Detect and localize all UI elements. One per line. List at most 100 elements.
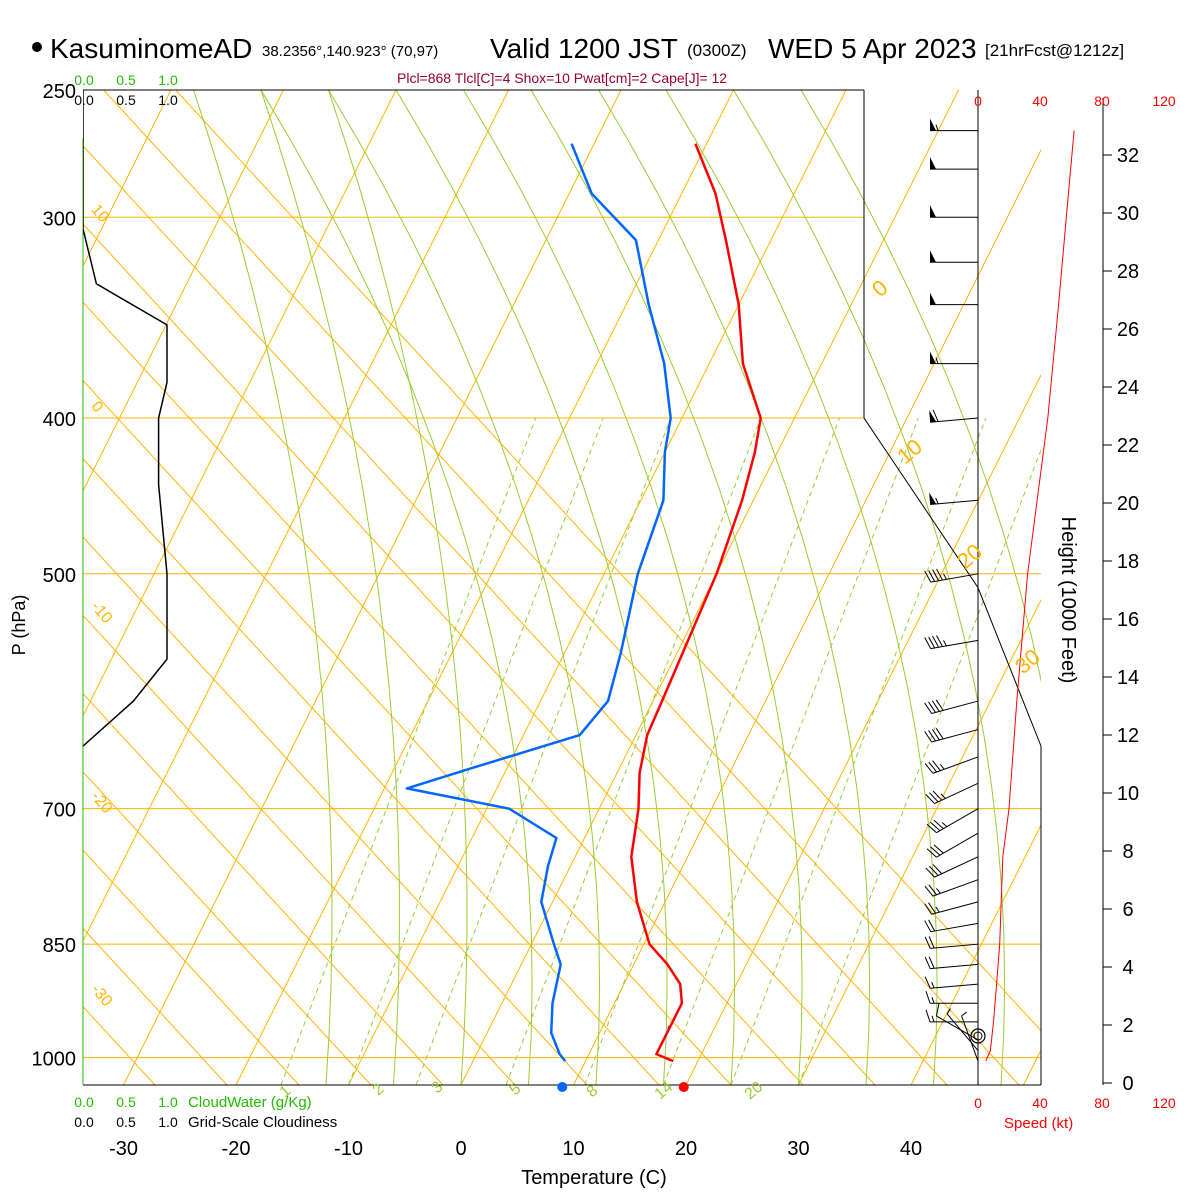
height-tick-label: 22 — [1117, 435, 1139, 457]
pressure-tick-label: 1000 — [32, 1049, 77, 1071]
height-tick-label: 24 — [1117, 377, 1139, 399]
wind-barb-full — [935, 1003, 940, 1017]
wind-barb-half — [931, 997, 935, 1004]
wind-barb — [930, 292, 978, 306]
station-bullet-icon — [32, 42, 42, 52]
isotherm-label: -30 — [87, 981, 115, 1010]
speed-tick-top: 80 — [1094, 93, 1110, 109]
wind-barb-full — [935, 699, 944, 711]
dry-adiabat-line — [83, 692, 444, 1085]
dry-adiabat-line — [83, 1006, 156, 1085]
plot-frame — [82, 89, 1112, 1092]
wind-barb-half — [931, 981, 935, 989]
isotherm-line — [685, 373, 1041, 1085]
isotherm-line — [235, 90, 734, 1085]
cloudiness-tick-bottom: 1.0 — [158, 1114, 178, 1130]
moist-adiabat-line — [328, 90, 468, 1085]
temperature-tick-label: 0 — [455, 1138, 466, 1160]
wind-barb — [924, 699, 979, 714]
cloudiness-label: Grid-Scale Cloudiness — [188, 1114, 337, 1131]
valid-zulu: (0300Z) — [687, 41, 747, 60]
dry-adiabat-line — [83, 927, 228, 1085]
wind-barb-full — [925, 794, 935, 804]
wind-barb — [924, 635, 979, 650]
temperature-line — [630, 143, 762, 1063]
wind-barb-full — [924, 763, 934, 774]
isotherm-line — [798, 598, 1041, 1085]
wind-barb-full — [932, 635, 940, 648]
wind-barb-shaft — [934, 856, 979, 878]
speed-tick-bottom: 0 — [974, 1095, 982, 1111]
height-tick-label: 10 — [1117, 783, 1139, 805]
isotherm-line — [910, 823, 1041, 1085]
height-tick-label: 26 — [1117, 319, 1139, 341]
cloudiness-tick-bottom: 0.5 — [116, 1114, 136, 1130]
mixing-ratio-label: 5 — [507, 1080, 525, 1099]
pressure-tick-label: 250 — [43, 81, 76, 103]
height-tick-label: 6 — [1122, 899, 1133, 921]
wind-barb — [925, 782, 979, 805]
dry-adiabat-line — [175, 90, 1041, 1032]
parcel-line — [666, 1025, 669, 1033]
wind-barb-shaft — [930, 639, 979, 650]
wind-barb-full — [928, 884, 938, 896]
isotherm-line — [1136, 90, 1200, 1085]
dry-adiabat-line — [83, 771, 372, 1085]
moist-adiabat-line — [665, 90, 938, 1085]
wind-barb-full — [928, 636, 936, 649]
wind-barb-half — [931, 1015, 935, 1022]
wind-barb — [924, 901, 979, 915]
wind-barb-full — [933, 844, 944, 854]
height-axis-title: Height (1000 Feet) — [1057, 517, 1079, 684]
wind-barb-full — [928, 902, 936, 914]
wind-barb-full — [932, 790, 943, 801]
temperature-tick-label: -30 — [109, 1138, 138, 1160]
wind-barb-full — [926, 848, 937, 858]
wind-barb-full — [928, 956, 935, 969]
valid-time: Valid 1200 JST — [490, 33, 678, 64]
speed-tick-bottom: 80 — [1094, 1095, 1110, 1111]
pressure-tick-label: 500 — [43, 565, 76, 587]
dry-adiabat-line — [83, 223, 876, 1085]
wind-barb-full — [932, 864, 943, 875]
cloud-water-label: CloudWater (g/Kg) — [188, 1094, 312, 1111]
dry-adiabat-line — [83, 849, 300, 1085]
wind-barb-full — [924, 570, 932, 583]
cloud-water-tick-bottom: 0.5 — [116, 1094, 136, 1110]
wind-barb-full — [933, 819, 944, 830]
wind-barb-half — [943, 640, 947, 647]
wind-barb-half — [935, 497, 939, 504]
isotherm-line — [573, 148, 1041, 1085]
isotherm-label: -20 — [87, 788, 115, 817]
wind-barb-full — [930, 821, 941, 832]
wind-barb-full — [928, 570, 936, 582]
dry-adiabat-line — [83, 145, 948, 1085]
wind-barb-shaft — [932, 879, 979, 897]
temperature-tick-label: 10 — [562, 1138, 584, 1160]
wind-barb-full — [936, 568, 943, 581]
cloudiness-tick-top: 0.5 — [116, 92, 136, 108]
speed-tick-bottom: 40 — [1032, 1095, 1048, 1111]
dry-adiabat-line — [83, 379, 732, 1085]
wind-barb — [930, 351, 978, 365]
wind-barb-full — [931, 700, 940, 712]
wind-barb-shaft — [930, 499, 979, 505]
wind-barb — [924, 879, 979, 897]
wind-barb — [924, 728, 979, 743]
isotherm-line — [83, 90, 284, 493]
wind-barb-flag — [930, 205, 936, 218]
wind-barb-shaft — [930, 983, 979, 989]
mixing-ratio-line — [584, 417, 840, 1085]
height-tick-label: 28 — [1117, 261, 1139, 283]
cloud-water-tick-top: 0.5 — [116, 72, 136, 88]
wind-barb-full — [925, 1009, 931, 1022]
wind-barb-full — [936, 635, 943, 647]
cloudiness-tick-bottom: 0.0 — [74, 1114, 94, 1130]
wind-barb — [926, 808, 979, 834]
wind-barb-half — [935, 906, 940, 913]
moist-adiabat-line — [328, 90, 601, 1085]
wind-barb-full — [928, 730, 936, 742]
mixing-ratio-label: 14 — [652, 1079, 677, 1104]
dry-adiabat-line — [83, 301, 804, 1085]
wind-barb-shaft — [930, 963, 979, 970]
